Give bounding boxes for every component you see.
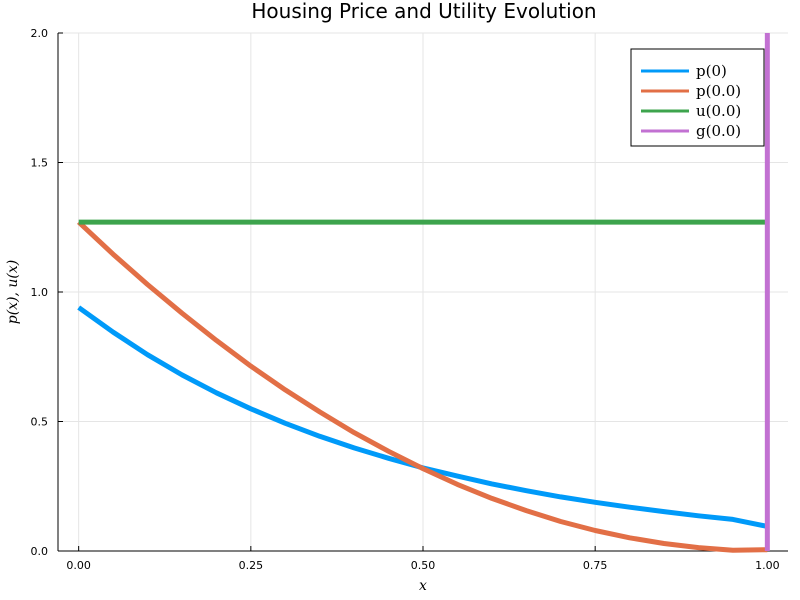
legend-label: u(0.0) (696, 102, 741, 120)
x-ticks: 0.00 0.25 0.50 0.75 1.00 (66, 546, 780, 572)
y-tick-label: 1.0 (31, 286, 49, 299)
y-axis-label: p(x), u(x) (5, 260, 21, 325)
series-line-1 (76, 220, 768, 553)
x-tick-label: 0.25 (239, 559, 264, 572)
legend-label: p(0.0) (696, 82, 741, 100)
y-ticks: 0.0 0.5 1.0 1.5 2.0 (31, 27, 63, 558)
chart-title: Housing Price and Utility Evolution (251, 0, 596, 23)
legend-box (630, 48, 765, 147)
legend-label: g(0.0) (696, 122, 741, 140)
series-group (76, 33, 770, 553)
legend-label: p(0) (696, 62, 727, 80)
x-axis-label: x (419, 578, 427, 594)
y-tick-label: 0.0 (31, 545, 49, 558)
y-tick-label: 0.5 (31, 416, 49, 429)
legend: p(0) p(0.0) u(0.0) g(0.0) (630, 48, 765, 147)
x-tick-label: 0.50 (411, 559, 436, 572)
x-tick-label: 1.00 (755, 559, 780, 572)
y-tick-label: 1.5 (31, 157, 49, 170)
y-tick-label: 2.0 (31, 27, 49, 40)
x-tick-label: 0.75 (583, 559, 608, 572)
x-tick-label: 0.00 (66, 559, 91, 572)
